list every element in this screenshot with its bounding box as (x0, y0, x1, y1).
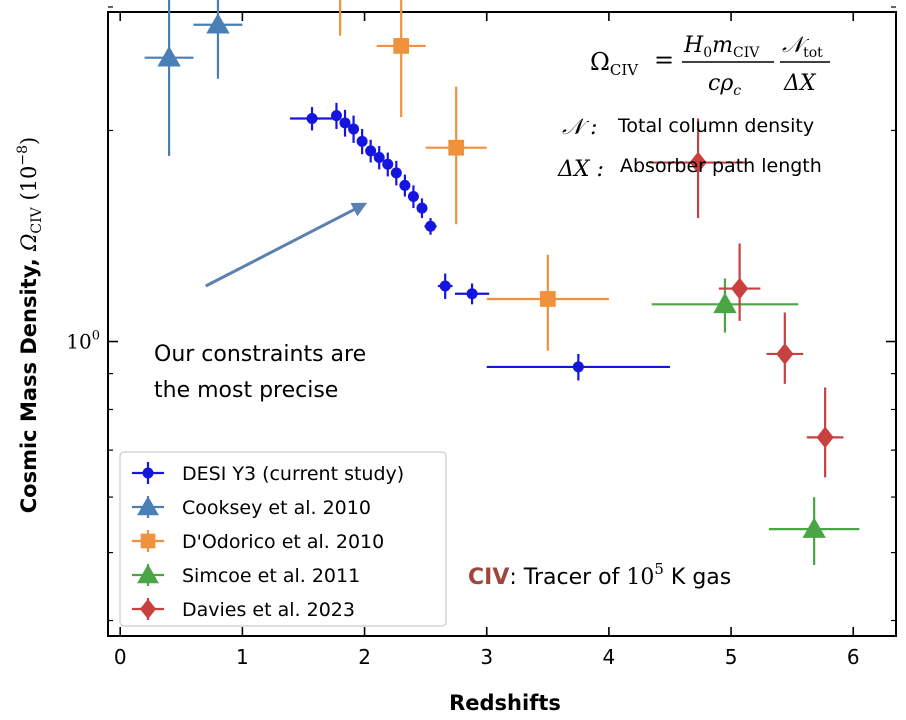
svg-text:ΩCIV: ΩCIV (590, 48, 639, 79)
legend-swatch-marker (140, 533, 156, 549)
legend-swatch-marker (142, 467, 154, 479)
data-point (407, 191, 419, 203)
data-point (339, 117, 351, 129)
formula: ΩCIV = H0mCIV cρc 𝒩tot ΔX (590, 33, 830, 99)
civ-rest-a: : Tracer of (509, 565, 626, 590)
series-0 (290, 102, 670, 381)
legend: DESI Y3 (current study) Cooksey et al. 20… (119, 451, 447, 627)
series-3 (651, 278, 860, 566)
legend-label: Cooksey et al. 2010 (182, 497, 371, 519)
def-dx-symbol: ΔX : (557, 157, 604, 182)
data-point (382, 158, 394, 170)
legend-swatch-marker (137, 564, 159, 584)
data-point (348, 123, 360, 135)
x-axis-title: Redshifts (449, 691, 561, 715)
civ-word: CIV (468, 565, 509, 590)
y-axis-title: Cosmic Mass Density, ΩCIV (10−8) (15, 137, 45, 513)
def-n-text: Total column density (617, 115, 814, 137)
y-tick-labels: 100 (66, 329, 100, 354)
x-tick-label: 0 (114, 645, 127, 669)
y-axis-title-unit-exp: −8 (15, 145, 31, 166)
data-point (448, 139, 465, 156)
data-point (393, 38, 410, 54)
civ-rest-b: K gas (664, 565, 731, 590)
data-point (776, 343, 794, 365)
formula-den-sub: c (733, 83, 741, 99)
x-tick-label: 5 (725, 645, 738, 669)
data-point (356, 135, 368, 147)
svg-text:𝒩tot: 𝒩tot (782, 33, 823, 61)
data-point (390, 167, 402, 179)
formula-den: cρ (708, 71, 733, 96)
data-point (373, 152, 385, 164)
data-point (539, 291, 556, 307)
x-tick-label: 3 (480, 645, 493, 669)
series-2 (339, 0, 609, 351)
def-dx-text: Absorber path length (620, 155, 822, 177)
x-tick-label: 2 (358, 645, 371, 669)
data-point (689, 151, 707, 174)
series-1 (144, 0, 243, 156)
constraint-text-line2: the most precise (154, 378, 338, 403)
y-axis-title-prefix: Cosmic Mass Density, (17, 251, 41, 513)
x-tick-label: 1 (236, 645, 249, 669)
plot-frame (107, 11, 897, 637)
data-point (816, 426, 834, 449)
legend-swatch-marker (137, 496, 159, 516)
formula-num-m: m (712, 33, 733, 58)
data-point (730, 277, 749, 300)
civ-exp: 5 (654, 560, 664, 578)
y-axis-title-sub: CIV (29, 206, 45, 233)
data-point (157, 45, 181, 67)
legend-label: Davies et al. 2023 (182, 599, 355, 621)
formula-den2: ΔX (783, 71, 817, 96)
formula-equals: = (654, 46, 674, 74)
data-point (416, 202, 428, 214)
legend-label: Simcoe et al. 2011 (182, 565, 360, 587)
svg-text:cρc: cρc (708, 71, 741, 99)
y-axis-title-unit-open: (10 (17, 166, 41, 208)
y-axis-title-unit-close: ) (17, 137, 41, 145)
svg-text:CIV: Tracer of 105 K gas: CIV: Tracer of 105 K gas (468, 560, 731, 590)
constraint-text-line1: Our constraints are (154, 342, 366, 367)
legend-label: D'Odorico et al. 2010 (182, 531, 384, 553)
formula-num2-sub: tot (803, 45, 823, 61)
data-point (713, 292, 737, 314)
formula-num-h: H (683, 33, 704, 58)
data-point (466, 288, 478, 300)
legend-label: DESI Y3 (current study) (182, 463, 404, 485)
legend-swatch-marker (139, 598, 157, 620)
data-point (206, 13, 230, 34)
constraint-arrow (205, 202, 368, 288)
data-point (330, 110, 342, 122)
x-tick-labels: 0 1 2 3 4 5 6 (114, 645, 860, 669)
axis-ticks (108, 6, 896, 636)
y-axis-title-omega: Ω (17, 234, 41, 252)
data-point (306, 113, 318, 125)
x-tick-label: 6 (847, 645, 860, 669)
series-4 (649, 118, 844, 478)
data-point (802, 517, 826, 538)
formula-lhs-sub: CIV (610, 61, 639, 79)
def-n-symbol: 𝒩 : (562, 115, 597, 140)
formula-lhs: Ω (590, 48, 610, 76)
data-point (425, 220, 437, 232)
series-layer (144, 0, 860, 566)
data-point (439, 280, 451, 292)
civ-base: 10 (626, 565, 654, 590)
y-tick-label: 100 (66, 329, 100, 354)
data-point (399, 179, 411, 191)
legend-box (119, 451, 447, 627)
data-point (572, 361, 584, 373)
formula-num-h-sub: 0 (703, 45, 712, 61)
svg-text:H0mCIV: H0mCIV (683, 33, 760, 61)
data-point (365, 145, 377, 157)
formula-num-m-sub: CIV (733, 45, 760, 61)
x-tick-label: 4 (603, 645, 616, 669)
